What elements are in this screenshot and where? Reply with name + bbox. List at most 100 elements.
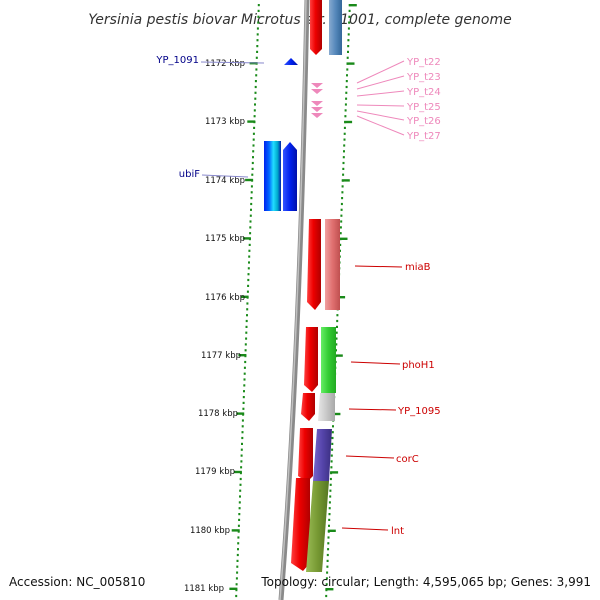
gene-ubif-block	[264, 141, 281, 211]
ruler-dot	[239, 495, 241, 498]
ruler-dot	[247, 267, 250, 270]
ruler-dot	[339, 226, 342, 229]
ruler-dot	[341, 197, 344, 200]
ruler-dot	[248, 255, 251, 258]
ruler-dot	[343, 126, 346, 129]
ruler-dot	[330, 460, 333, 463]
dotted-ruler-left	[229, 4, 260, 598]
ruler-dot	[241, 442, 243, 445]
ruler-dot	[345, 85, 348, 89]
tick-label: 1179 kbp	[195, 467, 235, 477]
gene-yp1091-arrow	[284, 58, 298, 65]
ruler-dot	[244, 360, 247, 364]
ruler-dot	[326, 565, 329, 568]
ruler-dot	[329, 495, 332, 498]
trna-labels: YP_t22 YP_t23 YP_t24 YP_t25 YP_t26 YP_t2…	[356, 57, 441, 142]
gene-phoh1	[321, 327, 336, 393]
gene-miab	[325, 219, 340, 310]
ruler-dot	[243, 384, 246, 387]
ruler-dot	[346, 68, 349, 71]
ruler-major-tick	[346, 62, 355, 65]
ruler-dot	[252, 144, 255, 147]
ruler-dot	[327, 536, 330, 539]
ruler-dot	[243, 378, 246, 381]
ruler-major-tick	[330, 471, 339, 474]
trna-chevron	[311, 113, 323, 118]
ruler-dot	[244, 343, 247, 346]
ruler-dot	[241, 419, 244, 422]
trna-leader	[356, 115, 405, 136]
ruler-dot	[249, 214, 252, 217]
trna-leader	[356, 75, 405, 90]
ruler-dot	[345, 91, 348, 94]
ruler-dot	[236, 571, 239, 574]
ruler-dot	[341, 185, 344, 188]
ruler-major-tick	[229, 587, 238, 590]
ruler-dot	[246, 314, 248, 317]
gene-red-yp1095	[301, 393, 315, 421]
ruler-dot	[246, 290, 249, 293]
ruler-dot	[243, 366, 246, 369]
ruler-dot	[249, 220, 252, 223]
ruler-major-tick	[247, 120, 256, 123]
trna-chevron	[311, 107, 323, 112]
gene-label-ubif: ubiF	[179, 169, 200, 180]
ruler-dot	[332, 425, 334, 428]
ruler-dot	[253, 126, 256, 129]
ruler-dot	[250, 202, 253, 206]
ruler-major-tick	[341, 179, 350, 182]
label-leader-yp1091	[200, 61, 265, 64]
ruler-dot	[235, 594, 238, 598]
gene-ubif-arrow	[283, 142, 297, 211]
ruler-dot	[240, 454, 243, 457]
ruler-dot	[253, 109, 256, 112]
accession-text: Accession: NC_005810	[9, 575, 145, 589]
trna-label: YP_t26	[406, 116, 441, 127]
ruler-dot	[328, 518, 331, 521]
ruler-dot	[335, 337, 338, 340]
tick-label: 1177 kbp	[201, 351, 241, 361]
ruler-dot	[348, 9, 351, 12]
trna-label: YP_t23	[406, 72, 441, 83]
trna-cluster	[311, 83, 323, 118]
ruler-dot	[245, 319, 248, 323]
ruler-dot	[250, 208, 252, 211]
ruler-dot	[237, 524, 240, 527]
ruler-dot	[254, 80, 257, 83]
trna-label: YP_t24	[406, 87, 441, 98]
ruler-dot	[257, 21, 260, 24]
ruler-dot	[256, 33, 259, 36]
chromosome-highlight	[279, 0, 307, 600]
ruler-dot	[347, 45, 350, 48]
tick-labels: 1172 kbp 1173 kbp 1174 kbp 1175 kbp 1176…	[184, 59, 245, 594]
ruler-dot	[336, 319, 339, 323]
ruler-dot	[256, 39, 259, 42]
gene-top-steel	[329, 0, 342, 55]
ruler-dot	[329, 477, 332, 481]
ruler-major-tick	[332, 412, 341, 416]
ruler-dot	[239, 477, 242, 481]
ruler-dot	[240, 448, 243, 451]
ruler-dot	[245, 337, 248, 340]
gene-yp1095	[318, 393, 335, 421]
ruler-major-tick	[233, 470, 242, 474]
ruler-dot	[241, 436, 244, 440]
ruler-dot	[248, 243, 251, 246]
ruler-dot	[241, 431, 244, 434]
ruler-dot	[254, 97, 257, 100]
ruler-dot	[239, 489, 242, 492]
gene-corc	[313, 429, 332, 481]
gene-top-red	[310, 0, 322, 55]
ruler-dot	[252, 138, 255, 141]
ruler-major-tick	[334, 354, 343, 357]
ruler-dot	[347, 50, 349, 53]
ruler-dot	[339, 243, 342, 246]
trna-leader	[356, 90, 405, 97]
ruler-dot	[240, 466, 243, 469]
ruler-dot	[325, 594, 328, 598]
ruler-dot	[237, 542, 240, 545]
ruler-dot	[343, 132, 346, 135]
ruler-dot	[347, 27, 350, 30]
gene-leader	[354, 265, 403, 268]
